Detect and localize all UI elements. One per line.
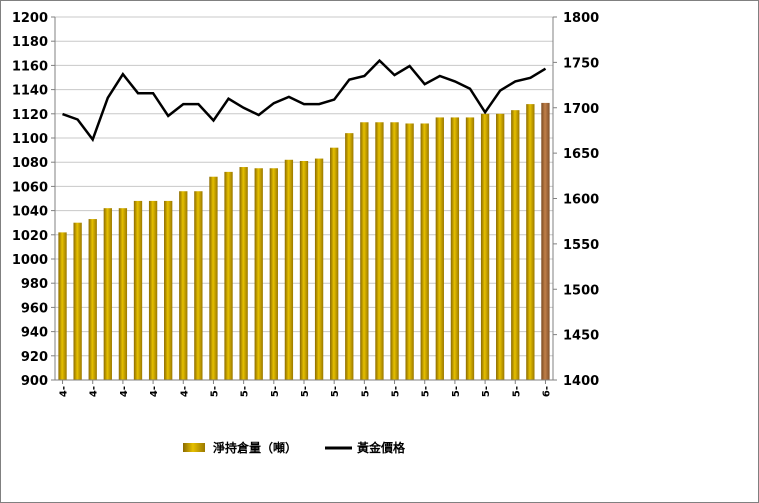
- bar: [420, 123, 429, 380]
- bar: [73, 222, 82, 380]
- bar: [88, 219, 97, 380]
- x-tick-label: 5-: [330, 386, 341, 397]
- x-tick-label: 5-: [360, 386, 371, 397]
- bar: [390, 122, 399, 381]
- x-tick-label: 5-: [240, 386, 251, 397]
- left-tick-label: 1020: [12, 229, 48, 244]
- left-tick-label: 980: [21, 277, 48, 292]
- bar: [465, 117, 475, 381]
- bar: [375, 122, 384, 381]
- bar: [103, 208, 112, 380]
- legend-line-label: 黃金價格: [356, 440, 406, 455]
- x-tick-label: 4-: [59, 386, 70, 397]
- bar: [450, 117, 460, 381]
- right-tick-label: 1650: [563, 147, 599, 162]
- bar: [194, 191, 203, 380]
- bar: [480, 113, 490, 381]
- left-tick-label: 920: [21, 350, 48, 365]
- bar: [118, 208, 128, 380]
- right-tick-label: 1750: [563, 56, 599, 71]
- left-tick-label: 1100: [12, 132, 48, 147]
- bar-series: [58, 102, 550, 381]
- bar: [239, 167, 248, 380]
- left-tick-label: 1140: [12, 84, 48, 99]
- left-tick-label: 1160: [12, 59, 48, 74]
- bar: [299, 160, 309, 380]
- bar: [435, 117, 444, 381]
- x-tick-label: 4-: [179, 386, 190, 397]
- bar: [209, 176, 218, 380]
- line-series: [62, 58, 547, 143]
- right-axis-ticks: 1400 1450 1500 1550 1600 1650 1700 1750 1800: [553, 11, 599, 389]
- bar: [405, 123, 414, 380]
- x-axis-ticks: 4- 4- 4- 4- 4- 5- 5- 5- 5- 5- 5- 5- 5- 5- 5- 5- 6-: [59, 380, 552, 397]
- left-tick-label: 1120: [12, 108, 48, 123]
- left-axis-ticks: 900 920 940 960 980 1000 1020 1040 1060 1080 1100 1…: [12, 11, 55, 389]
- x-tick-label: 4-: [119, 386, 130, 397]
- legend-bar-swatch: [183, 443, 205, 452]
- bar: [360, 122, 369, 381]
- x-tick-label: 6-: [541, 386, 552, 397]
- left-tick-label: 1080: [12, 156, 48, 171]
- x-tick-label: 4-: [149, 386, 160, 397]
- right-tick-label: 1700: [563, 102, 599, 117]
- bar: [330, 147, 339, 380]
- x-tick-label: 5-: [209, 386, 220, 397]
- x-tick-label: 5-: [421, 386, 432, 397]
- bar: [224, 171, 233, 380]
- bar: [284, 159, 294, 380]
- left-tick-label: 1060: [12, 180, 48, 195]
- legend: 淨持倉量（噸） 黃金價格: [183, 440, 406, 455]
- bar: [511, 110, 520, 381]
- x-tick-label: 5-: [451, 386, 462, 397]
- right-tick-label: 1400: [563, 374, 599, 389]
- x-tick-label: 5-: [300, 386, 311, 397]
- x-tick-label: 5-: [270, 386, 281, 397]
- legend-bar-label: 淨持倉量（噸）: [212, 440, 297, 455]
- right-tick-label: 1500: [563, 283, 599, 298]
- bar: [526, 104, 535, 381]
- bar: [133, 200, 143, 380]
- x-tick-label: 5-: [391, 386, 402, 397]
- left-tick-label: 940: [21, 326, 48, 341]
- x-tick-label: 4-: [89, 386, 100, 397]
- bar: [254, 168, 263, 380]
- bar: [179, 191, 188, 380]
- right-tick-label: 1600: [563, 193, 599, 208]
- x-tick-label: 5-: [481, 386, 492, 397]
- left-tick-label: 1180: [12, 35, 48, 50]
- bar: [314, 158, 324, 380]
- bar: [148, 200, 158, 380]
- left-tick-label: 1200: [12, 11, 48, 26]
- x-tick-label: 5-: [511, 386, 522, 397]
- bar: [345, 133, 354, 380]
- bar: [496, 113, 505, 381]
- left-tick-label: 900: [21, 374, 48, 389]
- bar: [541, 102, 550, 380]
- bar: [58, 232, 67, 380]
- price-line: [62, 58, 547, 143]
- right-tick-label: 1550: [563, 238, 599, 253]
- left-tick-label: 1000: [12, 253, 48, 268]
- right-tick-label: 1800: [563, 11, 599, 26]
- bar: [164, 200, 173, 380]
- left-tick-label: 960: [21, 301, 48, 316]
- right-tick-label: 1450: [563, 329, 599, 344]
- left-tick-label: 1040: [12, 205, 48, 220]
- bar: [269, 168, 278, 380]
